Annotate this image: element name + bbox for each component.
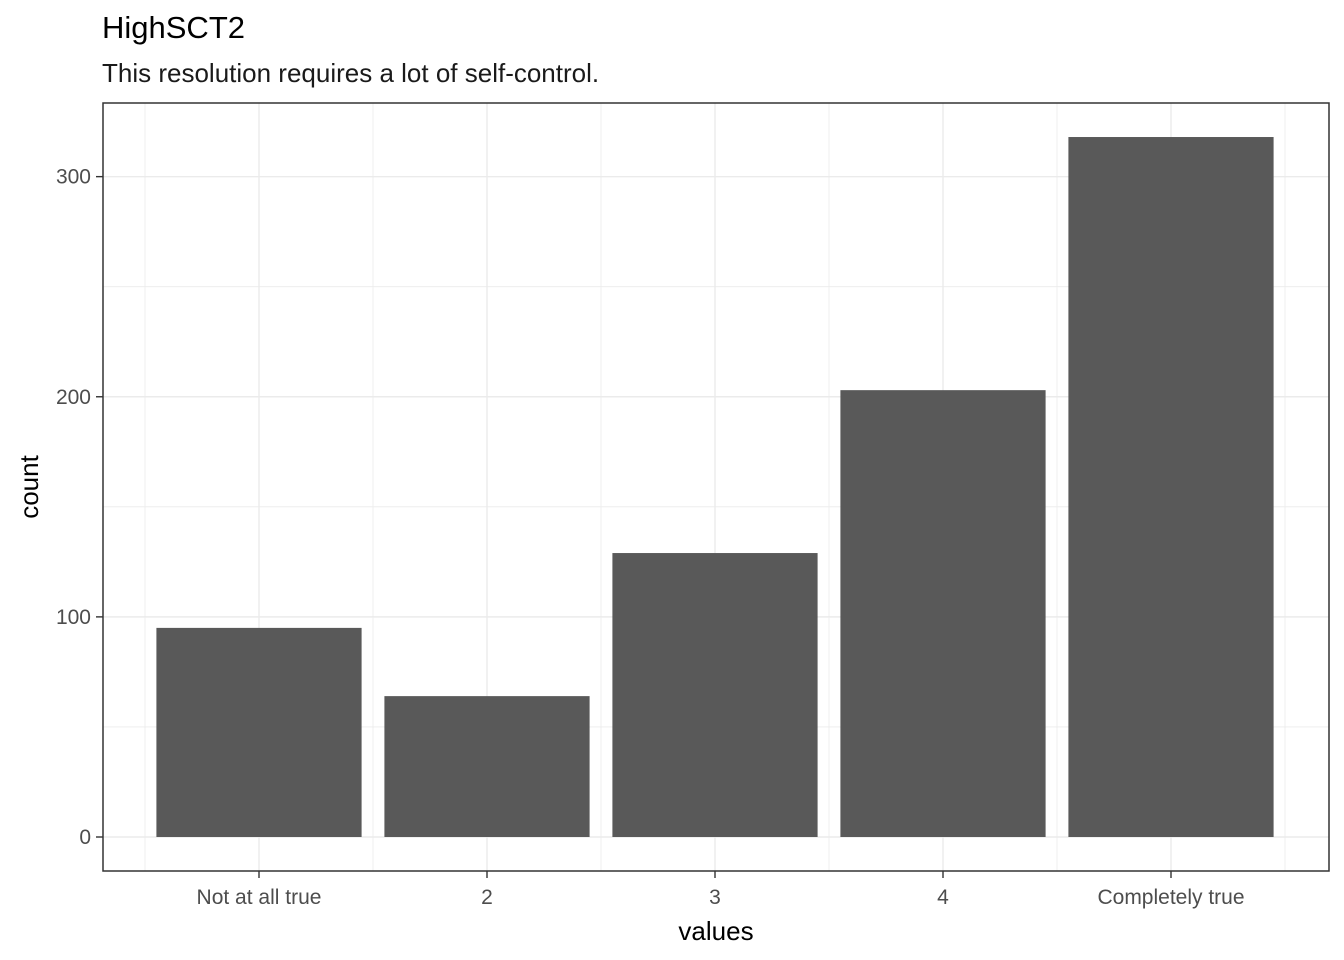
bar — [840, 390, 1046, 837]
y-tick-label: 200 — [56, 386, 91, 409]
x-tick-label: 4 — [937, 886, 949, 909]
bar — [612, 553, 818, 837]
chart-title: HighSCT2 — [102, 10, 245, 45]
x-tick-label: Not at all true — [197, 886, 322, 909]
bar — [384, 696, 590, 837]
panel-border — [102, 102, 1330, 872]
chart-subtitle: This resolution requires a lot of self-c… — [102, 58, 600, 88]
x-tick-label: Completely true — [1097, 886, 1244, 909]
y-tick-label: 300 — [56, 166, 91, 189]
bar — [1068, 137, 1274, 838]
axes: 0 100 200 300 Not at all true 2 3 4 Completely t… — [56, 166, 1245, 909]
y-axis-title: count — [14, 454, 44, 518]
x-tick-label: 3 — [709, 886, 721, 909]
x-axis-title: values — [678, 916, 753, 946]
y-tick-label: 100 — [56, 606, 91, 629]
bar — [156, 627, 362, 837]
bars — [156, 137, 1274, 838]
y-tick-label: 0 — [79, 826, 91, 849]
x-tick-label: 2 — [481, 886, 493, 909]
